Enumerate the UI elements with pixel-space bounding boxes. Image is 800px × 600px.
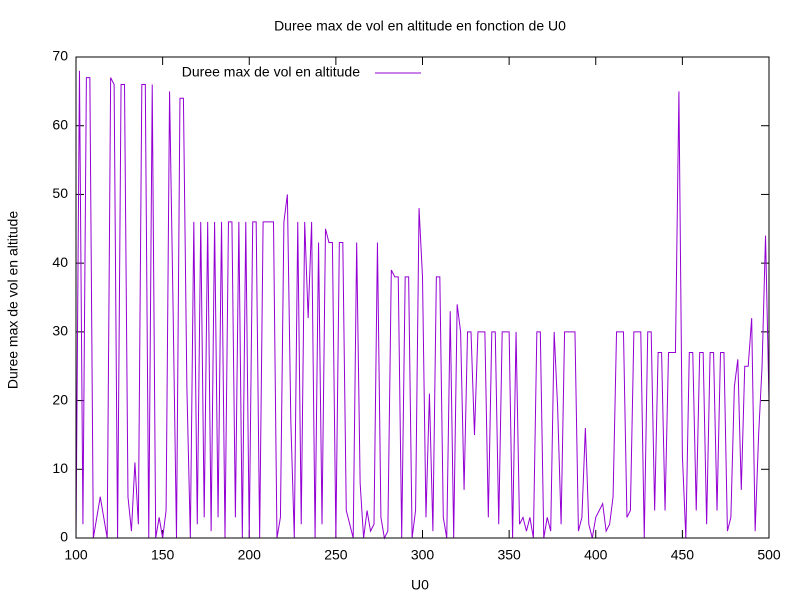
x-tick-label: 150 <box>151 547 175 563</box>
data-line <box>75 70 770 540</box>
y-tick-label: 20 <box>52 391 68 407</box>
legend-label: Duree max de vol en altitude <box>182 64 360 80</box>
y-tick-label: 40 <box>52 254 68 270</box>
x-tick-label: 450 <box>671 547 695 563</box>
x-tick-label: 200 <box>238 547 262 563</box>
y-tick-label: 70 <box>52 48 68 64</box>
y-tick-label: 60 <box>52 116 68 132</box>
x-tick-label: 300 <box>411 547 435 563</box>
x-tick-label: 400 <box>584 547 608 563</box>
chart-title: Duree max de vol en altitude en fonction… <box>274 18 566 34</box>
y-tick-label: 0 <box>60 529 68 545</box>
x-axis-label: U0 <box>411 577 429 593</box>
y-tick-label: 50 <box>52 185 68 201</box>
plot-frame <box>75 56 770 539</box>
x-tick-label: 350 <box>497 547 521 563</box>
y-axis-label: Duree max de vol en altitude <box>5 211 21 389</box>
x-tick-label: 500 <box>757 547 781 563</box>
x-tick-label: 250 <box>324 547 348 563</box>
x-tick-label: 100 <box>64 547 88 563</box>
y-tick-label: 10 <box>52 460 68 476</box>
y-tick-label: 30 <box>52 323 68 339</box>
